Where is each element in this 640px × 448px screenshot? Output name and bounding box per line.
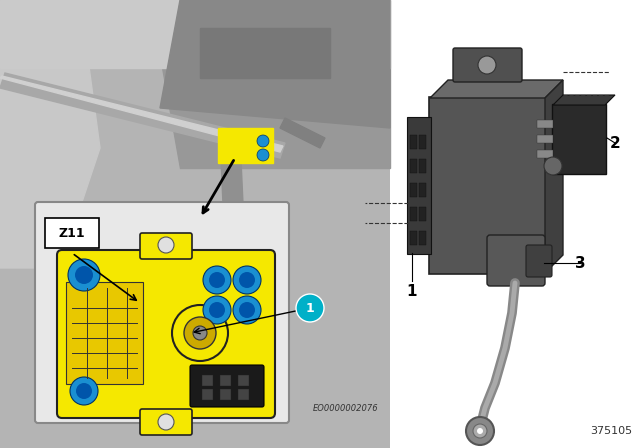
FancyBboxPatch shape bbox=[237, 375, 248, 385]
Circle shape bbox=[184, 317, 216, 349]
Polygon shape bbox=[200, 28, 330, 78]
Circle shape bbox=[209, 272, 225, 288]
Bar bbox=[537, 150, 553, 158]
Circle shape bbox=[478, 56, 496, 74]
Circle shape bbox=[158, 414, 174, 430]
FancyBboxPatch shape bbox=[202, 375, 212, 385]
Circle shape bbox=[473, 424, 487, 438]
Bar bbox=[419, 183, 426, 197]
Text: 1: 1 bbox=[407, 284, 417, 298]
Polygon shape bbox=[0, 0, 100, 268]
Circle shape bbox=[76, 383, 92, 399]
FancyBboxPatch shape bbox=[35, 202, 289, 423]
FancyBboxPatch shape bbox=[407, 117, 431, 254]
Circle shape bbox=[158, 237, 174, 253]
Polygon shape bbox=[553, 95, 615, 105]
FancyBboxPatch shape bbox=[237, 388, 248, 400]
Circle shape bbox=[203, 266, 231, 294]
Polygon shape bbox=[0, 76, 283, 152]
FancyBboxPatch shape bbox=[220, 375, 230, 385]
Text: 2: 2 bbox=[610, 135, 620, 151]
Bar bbox=[419, 159, 426, 173]
Polygon shape bbox=[430, 80, 563, 98]
FancyBboxPatch shape bbox=[526, 245, 552, 277]
Circle shape bbox=[296, 294, 324, 322]
Bar bbox=[410, 135, 417, 149]
Bar bbox=[410, 159, 417, 173]
Circle shape bbox=[544, 157, 562, 175]
Circle shape bbox=[68, 259, 100, 291]
Text: 1: 1 bbox=[306, 302, 314, 314]
Polygon shape bbox=[218, 128, 273, 163]
FancyBboxPatch shape bbox=[66, 282, 143, 384]
Bar bbox=[410, 207, 417, 221]
FancyBboxPatch shape bbox=[453, 48, 522, 82]
Circle shape bbox=[233, 266, 261, 294]
FancyBboxPatch shape bbox=[220, 388, 230, 400]
FancyBboxPatch shape bbox=[190, 365, 264, 407]
Circle shape bbox=[172, 305, 228, 361]
Bar bbox=[0, 0, 390, 448]
Bar bbox=[410, 231, 417, 245]
Circle shape bbox=[233, 296, 261, 324]
Circle shape bbox=[239, 272, 255, 288]
Bar bbox=[419, 135, 426, 149]
Circle shape bbox=[477, 428, 483, 434]
FancyBboxPatch shape bbox=[202, 388, 212, 400]
Circle shape bbox=[466, 417, 494, 445]
Text: 3: 3 bbox=[575, 255, 586, 271]
FancyBboxPatch shape bbox=[552, 104, 606, 174]
Bar bbox=[419, 231, 426, 245]
Polygon shape bbox=[0, 73, 285, 158]
Polygon shape bbox=[280, 118, 325, 148]
FancyBboxPatch shape bbox=[429, 97, 546, 274]
Circle shape bbox=[209, 302, 225, 318]
Text: Z11: Z11 bbox=[59, 227, 85, 240]
Circle shape bbox=[257, 149, 269, 161]
Polygon shape bbox=[545, 80, 563, 273]
Bar bbox=[537, 120, 553, 128]
FancyBboxPatch shape bbox=[57, 250, 275, 418]
Text: 375105: 375105 bbox=[590, 426, 632, 436]
Bar bbox=[537, 135, 553, 143]
Circle shape bbox=[257, 135, 269, 147]
Circle shape bbox=[70, 377, 98, 405]
FancyBboxPatch shape bbox=[45, 218, 99, 248]
Circle shape bbox=[75, 266, 93, 284]
Bar bbox=[419, 207, 426, 221]
Bar bbox=[410, 183, 417, 197]
FancyBboxPatch shape bbox=[140, 409, 192, 435]
Polygon shape bbox=[160, 0, 390, 128]
Polygon shape bbox=[220, 138, 245, 248]
FancyBboxPatch shape bbox=[140, 233, 192, 259]
FancyBboxPatch shape bbox=[487, 235, 545, 286]
Circle shape bbox=[239, 302, 255, 318]
Circle shape bbox=[203, 296, 231, 324]
Text: EO0000002076: EO0000002076 bbox=[312, 404, 378, 413]
Polygon shape bbox=[0, 0, 390, 68]
Polygon shape bbox=[150, 0, 390, 168]
Circle shape bbox=[193, 326, 207, 340]
